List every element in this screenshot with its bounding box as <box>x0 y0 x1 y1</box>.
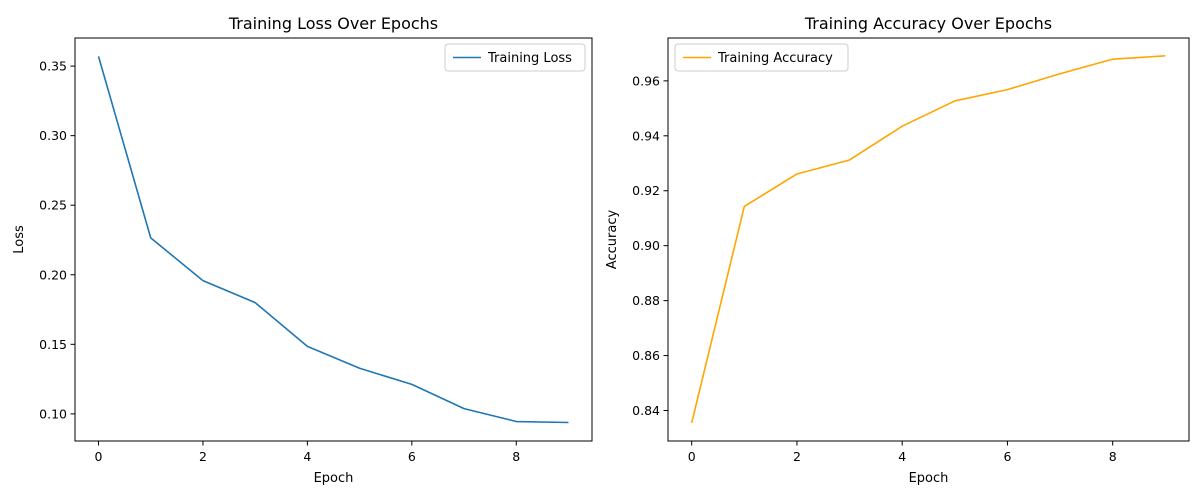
legend: Training Accuracy <box>674 43 849 72</box>
x-tick-label: 6 <box>1003 449 1011 464</box>
y-tick-label: 0.25 <box>39 198 67 213</box>
chart-title: Training Accuracy Over Epochs <box>804 14 1052 33</box>
x-tick-label: 4 <box>303 449 311 464</box>
legend: Training Loss <box>444 43 586 72</box>
chart-1: Training Accuracy Over Epochs 0 2 4 6 8 0.84 0.… <box>605 14 1190 486</box>
y-axis-label: Loss <box>12 225 27 254</box>
legend-box <box>674 43 849 72</box>
plot-frame <box>667 37 1190 442</box>
y-tick-label: 0.94 <box>632 128 660 143</box>
series-line <box>690 55 1166 424</box>
y-tick-label: 0.84 <box>632 403 660 418</box>
y-tick-label: 0.90 <box>632 238 660 253</box>
chart-0: Training Loss Over Epochs 0 2 4 6 8 0.10 0.15 0.… <box>12 14 593 486</box>
x-tick-label: 8 <box>512 449 520 464</box>
y-axis-label: Accuracy <box>605 210 620 270</box>
y-tick-label: 0.35 <box>39 59 67 74</box>
x-tick-label: 8 <box>1109 449 1117 464</box>
x-tick-label: 4 <box>898 449 906 464</box>
legend-label: Training Loss <box>487 51 572 66</box>
y-tick-label: 0.86 <box>632 348 660 363</box>
x-tick-label: 0 <box>688 449 696 464</box>
x-tick-label: 6 <box>408 449 416 464</box>
x-axis-label: Epoch <box>909 471 949 486</box>
y-tick-label: 0.96 <box>632 73 660 88</box>
y-tick-label: 0.15 <box>39 337 67 352</box>
y-tick-label: 0.88 <box>632 293 660 308</box>
x-tick-label: 0 <box>95 449 103 464</box>
y-tick-label: 0.92 <box>632 183 660 198</box>
y-tick-label: 0.10 <box>39 406 67 421</box>
legend-label: Training Accuracy <box>717 51 833 66</box>
x-tick-label: 2 <box>793 449 801 464</box>
x-tick-label: 2 <box>199 449 207 464</box>
y-tick-label: 0.30 <box>39 128 67 143</box>
legend-box <box>444 43 586 72</box>
chart-title: Training Loss Over Epochs <box>228 14 438 33</box>
plot-frame <box>74 37 593 442</box>
x-axis-label: Epoch <box>314 471 354 486</box>
series-line <box>97 56 569 424</box>
y-tick-label: 0.20 <box>39 267 67 282</box>
